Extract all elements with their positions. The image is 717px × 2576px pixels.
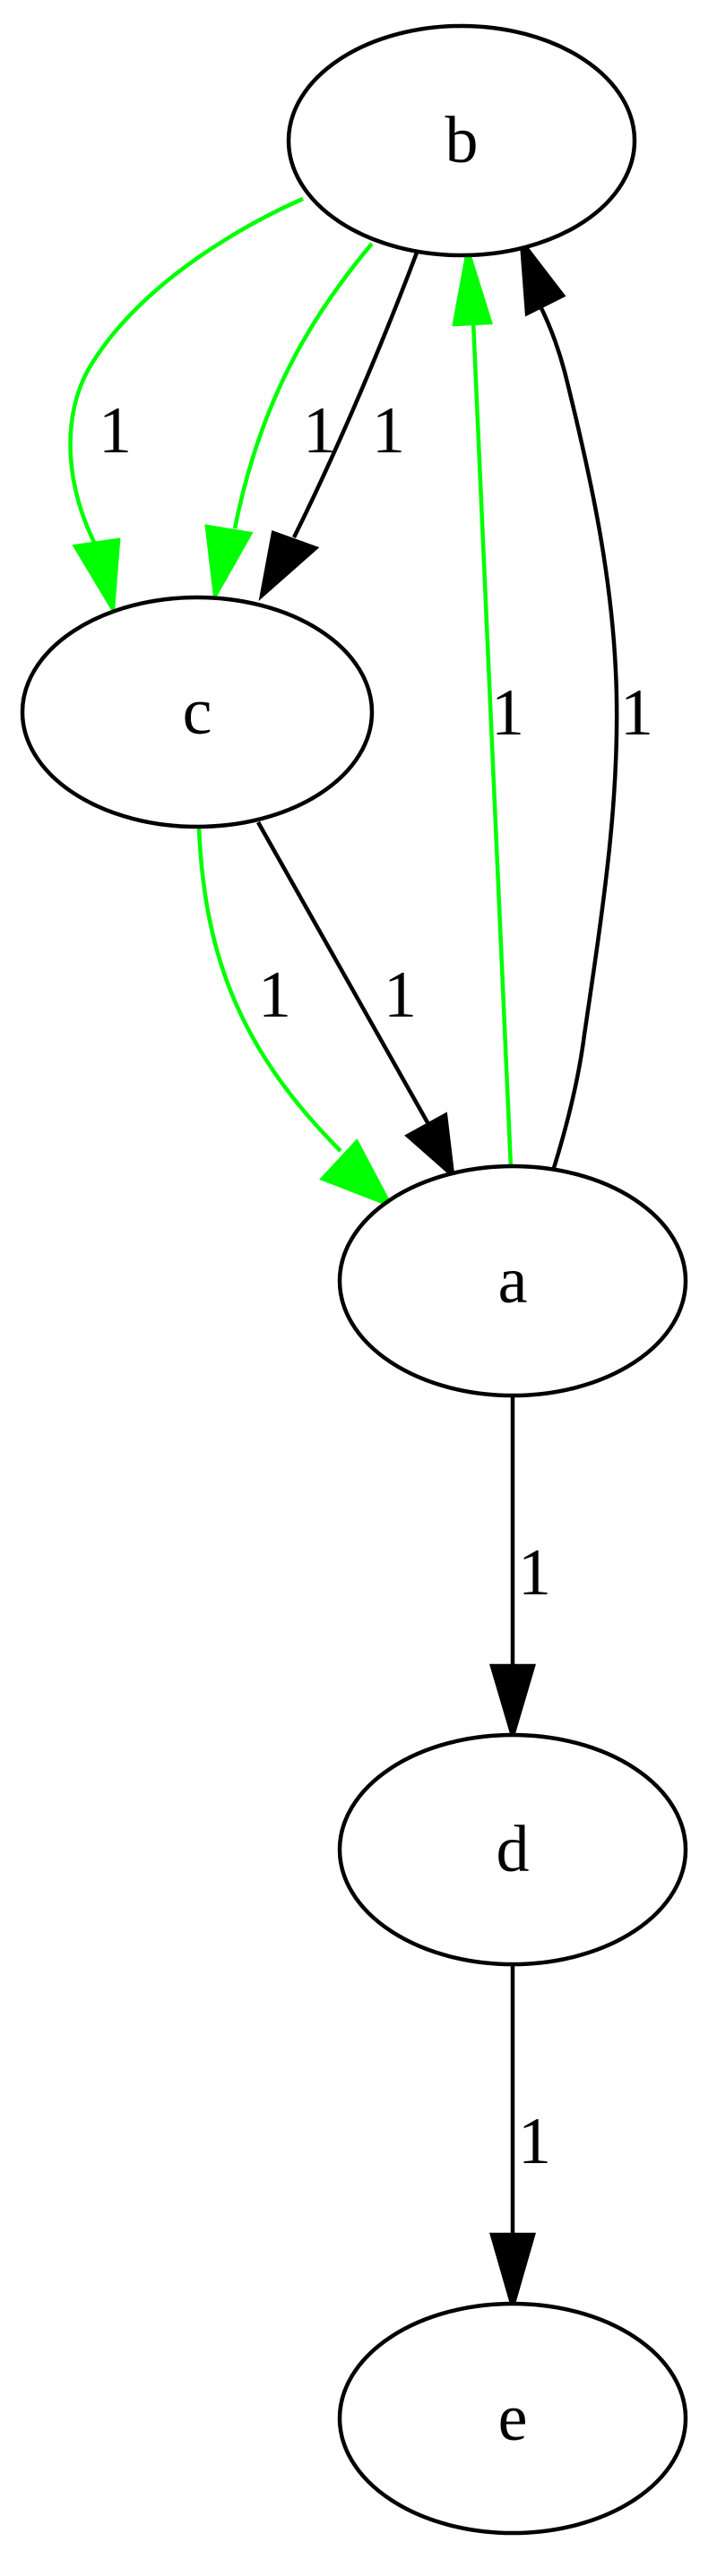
node-ellipse [286, 23, 637, 258]
edge-b-c-inner: 1 [204, 242, 374, 603]
arrowhead [519, 235, 566, 317]
edge-d-e: 1 [489, 1962, 551, 2314]
edge-label: 1 [620, 676, 653, 750]
edge-label: 1 [518, 1536, 551, 1610]
edge-b-c-black: 1 [258, 252, 419, 602]
node-label: c [183, 675, 212, 749]
node-label: a [498, 1244, 528, 1318]
arrowhead [72, 537, 121, 616]
edge-a-d: 1 [488, 1393, 551, 1743]
edge-label: 1 [99, 394, 132, 468]
edge-c-a-black: 1 [256, 820, 455, 1181]
edge-a-b-black: 1 [519, 235, 653, 1169]
edge-b-c-outer: 1 [68, 196, 304, 616]
arrowhead [489, 2232, 536, 2314]
edge-label: 1 [303, 394, 336, 468]
edge-a-b-green: 1 [452, 250, 524, 1169]
node-b: b [286, 23, 637, 258]
edge-line [232, 242, 374, 529]
edge-label: 1 [491, 676, 524, 750]
arrowhead [404, 1112, 455, 1181]
node-ellipse [337, 2301, 688, 2536]
nodes: b c a d e [20, 23, 688, 2536]
node-ellipse [337, 1163, 688, 1398]
arrowhead [319, 1138, 394, 1209]
edge-line [68, 196, 304, 553]
edges: 1 1 1 1 1 1 [68, 196, 653, 2314]
node-ellipse [20, 595, 375, 829]
edge-label: 1 [372, 394, 405, 468]
node-d: d [337, 1732, 688, 1967]
node-ellipse [337, 1732, 688, 1967]
edge-line [196, 828, 342, 1153]
arrowhead [258, 529, 320, 602]
node-c: c [20, 595, 375, 829]
edge-label: 1 [384, 958, 417, 1032]
node-label: e [498, 2382, 528, 2455]
edge-label: 1 [518, 2105, 551, 2178]
node-label: b [445, 104, 479, 177]
edge-line [291, 252, 419, 538]
edge-line [471, 320, 514, 1169]
node-e: e [337, 2301, 688, 2536]
edge-label: 1 [258, 958, 291, 1032]
arrowhead [452, 250, 494, 327]
arrowhead [488, 1663, 537, 1743]
node-label: d [497, 1813, 530, 1886]
edge-line [256, 820, 430, 1126]
edge-c-a-green: 1 [196, 828, 394, 1209]
edge-line [537, 303, 619, 1169]
arrowhead [204, 524, 254, 603]
node-a: a [337, 1163, 688, 1398]
